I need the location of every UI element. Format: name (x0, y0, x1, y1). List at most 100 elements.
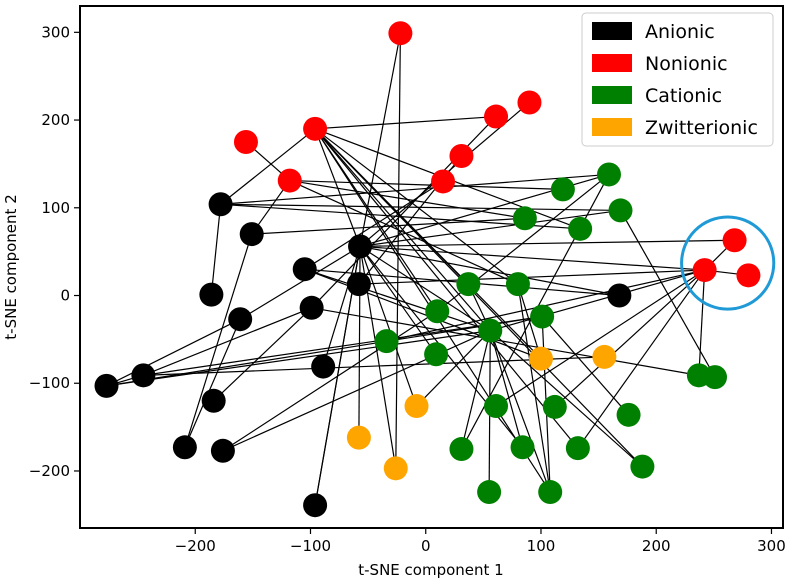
legend-swatch-cationic (592, 86, 632, 104)
edge-line (239, 245, 361, 320)
legend-label-zwitterionic: Zwitterionic (645, 117, 758, 139)
edge-line (213, 307, 313, 402)
point-zwitterionic (404, 394, 429, 419)
point-zwitterionic (383, 456, 408, 481)
point-cationic (374, 329, 399, 354)
point-zwitterionic (346, 425, 371, 450)
edge-line (220, 203, 621, 212)
legend-label-anionic: Anionic (645, 21, 715, 43)
edge-line (360, 245, 705, 271)
edge-line (314, 128, 519, 285)
point-cationic (616, 402, 641, 427)
point-nonionic (484, 104, 509, 129)
point-cationic (550, 177, 575, 202)
x-tick-label: −200 (175, 537, 216, 555)
point-cationic (505, 272, 530, 297)
edge-line (517, 284, 551, 493)
edge-line (489, 330, 643, 468)
edge-line (395, 33, 401, 469)
edge-line (360, 239, 735, 247)
legend-label-cationic: Cationic (645, 85, 722, 107)
point-cationic (425, 299, 450, 324)
edge-line (143, 307, 312, 376)
edge-line (314, 128, 579, 449)
edge-line (577, 269, 706, 449)
y-tick-label: 200 (41, 111, 70, 129)
edge-line (489, 330, 524, 448)
x-axis-ticks: −200 −100 0 100 200 300 (175, 528, 786, 555)
point-zwitterionic (592, 344, 617, 369)
point-anionic (311, 354, 336, 379)
point-cationic (608, 198, 633, 223)
point-anionic (228, 307, 253, 332)
point-anionic (348, 234, 373, 259)
point-zwitterionic (528, 346, 553, 371)
point-nonionic (303, 116, 328, 141)
edge-line (698, 270, 706, 376)
point-anionic (210, 438, 235, 463)
point-nonionic (736, 263, 761, 288)
point-cationic (477, 480, 502, 505)
point-nonionic (692, 258, 717, 283)
x-tick-label: −100 (290, 537, 331, 555)
edge-line (359, 33, 401, 247)
edge-line (106, 330, 491, 387)
legend-box (581, 12, 774, 147)
edge-line (554, 269, 706, 408)
y-tick-label: 0 (60, 287, 70, 305)
point-anionic (201, 388, 226, 413)
legend: Anionic Nonionic Cationic Zwitterionic (581, 12, 774, 147)
point-cationic (538, 480, 563, 505)
edge-line (222, 310, 438, 452)
point-anionic (94, 373, 119, 398)
edge-line (311, 307, 699, 376)
edge-line (541, 316, 630, 416)
edge-line (460, 330, 491, 450)
point-cationic (510, 435, 535, 460)
point-nonionic (431, 169, 456, 194)
edge-line (358, 269, 705, 285)
point-anionic (292, 257, 317, 282)
edge-line (416, 330, 491, 407)
y-tick-label: 300 (41, 23, 70, 41)
x-tick-label: 300 (757, 537, 786, 555)
y-tick-label: −200 (29, 462, 70, 480)
point-nonionic (517, 90, 542, 115)
point-anionic (607, 283, 632, 308)
point-cationic (456, 272, 481, 297)
point-anionic (303, 493, 328, 518)
edge-line (289, 179, 525, 219)
annotation-layer (680, 215, 776, 311)
highlight-circle (680, 215, 776, 311)
point-nonionic (722, 228, 747, 253)
y-tick-label: −100 (29, 374, 70, 392)
legend-swatch-zwitterionic (592, 118, 632, 136)
point-cationic (478, 318, 503, 343)
edge-line (184, 318, 241, 448)
edge-line (495, 269, 705, 407)
x-tick-label: 100 (527, 537, 556, 555)
point-nonionic (449, 144, 474, 169)
edge-line (106, 318, 241, 387)
point-anionic (172, 435, 197, 460)
y-tick-label: 100 (41, 199, 70, 217)
edge-line (359, 245, 491, 332)
point-cationic (530, 304, 555, 329)
point-anionic (131, 363, 156, 388)
point-anionic (346, 272, 371, 297)
edge-line (315, 115, 497, 130)
legend-swatch-anionic (592, 22, 632, 40)
point-anionic (199, 282, 224, 307)
point-cationic (484, 394, 509, 419)
x-tick-label: 200 (642, 537, 671, 555)
edge-line (314, 128, 361, 247)
edge-line (489, 330, 551, 493)
edge-line (143, 356, 605, 376)
point-nonionic (388, 21, 413, 46)
y-axis-ticks: −200 −100 0 100 200 300 (29, 23, 80, 480)
edge-line (220, 173, 610, 205)
points-layer (94, 21, 761, 518)
point-cationic (512, 206, 537, 231)
edge-line (251, 217, 525, 235)
